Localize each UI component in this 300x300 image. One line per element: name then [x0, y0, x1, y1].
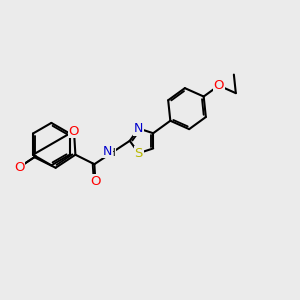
Text: H: H	[108, 148, 116, 158]
Text: O: O	[90, 175, 101, 188]
Text: O: O	[14, 160, 25, 174]
Text: N: N	[103, 145, 112, 158]
Text: O: O	[214, 79, 224, 92]
Text: O: O	[69, 124, 79, 138]
Text: S: S	[134, 147, 143, 160]
Text: N: N	[134, 122, 143, 135]
